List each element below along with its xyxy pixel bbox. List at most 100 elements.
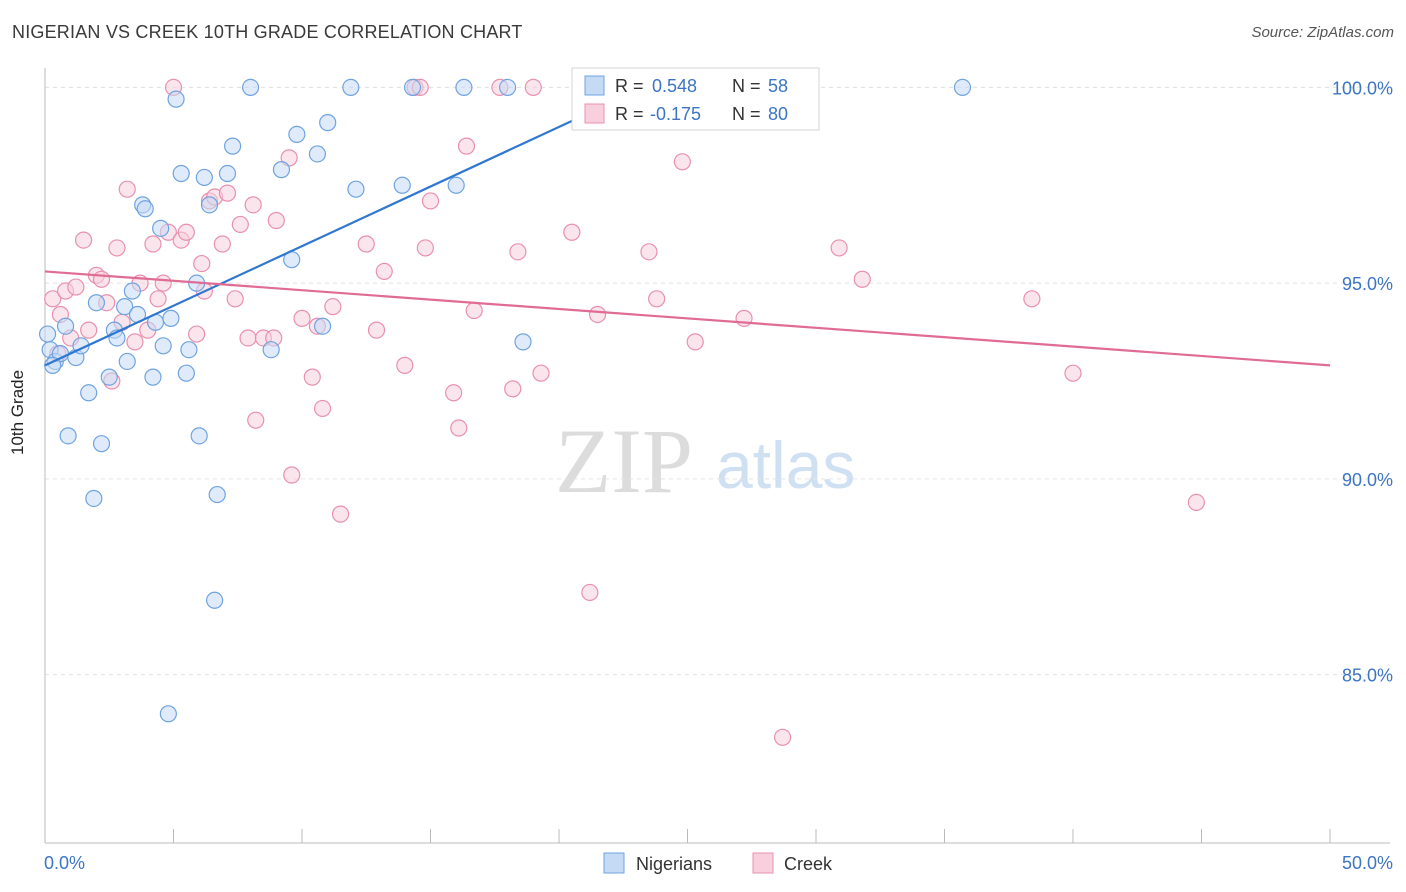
nigerians-point xyxy=(499,78,517,97)
nigerians-point xyxy=(100,368,118,386)
creek-point xyxy=(331,505,350,523)
y-tick-label: 100.0% xyxy=(1332,78,1393,98)
creek-point xyxy=(648,290,666,308)
nigerians-point xyxy=(59,427,77,445)
y-tick-label: 95.0% xyxy=(1342,274,1393,294)
legend-n-value-1: 80 xyxy=(768,104,788,124)
creek-point xyxy=(450,419,468,437)
nigerians-point xyxy=(272,161,291,179)
nigerians-point xyxy=(180,341,198,359)
tick-labels: 85.0% 90.0% 95.0% 100.0% 0.0% 50.0% xyxy=(44,78,1393,873)
watermark: ZIP atlas xyxy=(555,410,855,512)
axes xyxy=(44,68,1390,844)
nigerians-point xyxy=(455,78,473,97)
nigerians-point xyxy=(136,200,154,218)
nigerians-point xyxy=(85,489,103,508)
creek-point xyxy=(421,192,440,210)
bottom-legend-label-creek: Creek xyxy=(784,854,833,874)
creek-point xyxy=(267,211,285,230)
nigerians-point xyxy=(206,591,224,609)
nigerians-point xyxy=(152,219,170,237)
nigerians-point xyxy=(347,180,365,198)
nigerians-point xyxy=(38,325,57,343)
creek-point xyxy=(293,309,311,327)
creek-point xyxy=(532,364,550,382)
legend-n-label-0: N = xyxy=(732,76,761,96)
creek-point xyxy=(188,325,206,343)
bottom-legend: Nigerians Creek xyxy=(603,852,833,874)
creek-point xyxy=(193,254,211,273)
legend-r-value-1: -0.175 xyxy=(650,104,701,124)
creek-point xyxy=(457,137,476,155)
creek-point xyxy=(118,180,136,198)
nigerians-point xyxy=(80,384,98,402)
creek-point xyxy=(1187,493,1205,511)
watermark-atlas: atlas xyxy=(716,428,855,502)
nigerians-point xyxy=(44,356,62,374)
creek-point xyxy=(396,356,414,374)
legend-r-label-0: R = xyxy=(615,76,644,96)
nigerians-point xyxy=(154,337,172,355)
legend-r-value-0: 0.548 xyxy=(652,76,697,96)
nigerians-series xyxy=(38,78,972,723)
creek-point xyxy=(67,278,85,296)
nigerians-point xyxy=(242,78,260,97)
nigerians-point xyxy=(144,368,162,386)
bottom-legend-label-nigerians: Nigerians xyxy=(636,854,712,874)
nigerians-point xyxy=(262,341,280,359)
creek-point xyxy=(853,270,871,288)
creek-point xyxy=(357,235,375,253)
nigerians-point xyxy=(288,125,306,143)
x-tick-label: 0.0% xyxy=(44,853,85,873)
nigerians-point xyxy=(953,78,972,97)
nigerians-point xyxy=(159,705,177,723)
nigerians-point xyxy=(177,364,195,382)
creek-point xyxy=(830,239,848,257)
creek-point xyxy=(773,728,792,746)
source-label: Source: ZipAtlas.com xyxy=(1251,24,1394,41)
creek-point xyxy=(686,333,704,351)
nigerians-point xyxy=(162,309,180,327)
nigerians-point xyxy=(200,196,219,214)
creek-point xyxy=(283,466,301,484)
creek-point xyxy=(524,78,542,97)
legend-n-label-1: N = xyxy=(732,104,761,124)
creek-point xyxy=(504,380,522,398)
creek-point xyxy=(239,329,257,347)
creek-point xyxy=(324,298,342,316)
creek-point xyxy=(445,384,463,402)
nigerians-point xyxy=(514,333,532,351)
creek-point xyxy=(154,274,172,292)
creek-point xyxy=(226,290,244,308)
creek-point xyxy=(588,305,607,324)
nigerians-point xyxy=(313,317,332,335)
nigerians-point xyxy=(403,78,422,97)
nigerians-point xyxy=(172,164,190,183)
legend-r-label-1: R = xyxy=(615,104,644,124)
nigerians-point xyxy=(116,298,134,316)
creek-trend-line xyxy=(44,270,1331,367)
y-tick-label: 90.0% xyxy=(1342,470,1393,490)
creek-point xyxy=(144,235,162,253)
legend-box: R = 0.548 N = 58 R = -0.175 N = 80 xyxy=(571,67,820,131)
creek-point xyxy=(313,399,332,418)
gridlines xyxy=(45,86,1390,676)
nigerians-point xyxy=(208,485,226,504)
creek-point xyxy=(44,290,62,308)
nigerians-point xyxy=(190,427,208,445)
nigerians-trend-line xyxy=(44,74,670,367)
nigerians-point xyxy=(308,145,327,163)
nigerians-point xyxy=(56,317,75,335)
creek-point xyxy=(581,583,599,602)
creek-point xyxy=(218,184,237,202)
nigerians-point xyxy=(118,352,136,371)
creek-point xyxy=(1064,364,1082,382)
chart-title: NIGERIAN VS CREEK 10TH GRADE CORRELATION… xyxy=(12,22,523,42)
nigerians-point xyxy=(218,164,237,183)
nigerians-point xyxy=(224,137,242,155)
trend-lines xyxy=(44,74,1331,367)
legend-swatch-nigerians xyxy=(584,75,605,96)
creek-point xyxy=(509,243,527,261)
creek-point xyxy=(416,239,434,257)
nigerians-point xyxy=(447,176,465,194)
